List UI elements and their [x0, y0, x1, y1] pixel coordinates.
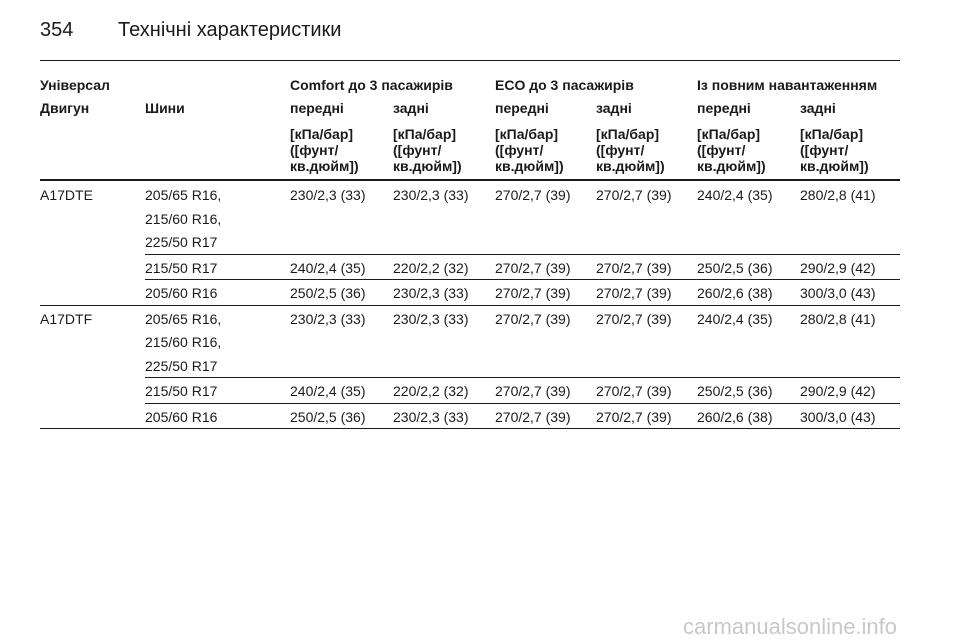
pressure: 230/2,3 (33) [393, 310, 469, 327]
pressure: 290/2,9 (42) [800, 259, 876, 276]
unit-label: [кПа/бар] [800, 126, 864, 142]
pressure: 270/2,7 (39) [596, 408, 672, 425]
column-header: Шини [145, 100, 185, 116]
tyre-size: 215/50 R17 [145, 259, 218, 276]
pressure: 270/2,7 (39) [596, 285, 672, 301]
pressure: 280/2,8 (41) [800, 187, 876, 203]
pressure: 230/2,3 (33) [393, 408, 469, 425]
group-header: Універсал [40, 77, 110, 93]
tyre-size: 215/50 R17 [145, 383, 218, 399]
column-header: передні [495, 100, 549, 116]
row-rule [145, 279, 900, 280]
row-rule [40, 428, 900, 429]
pressure: 240/2,4 (35) [697, 187, 773, 203]
row-rule [145, 402, 900, 404]
unit-label: ([фунт/ [800, 142, 849, 158]
tyre-size: 215/60 R16, [145, 334, 222, 350]
pressure: 270/2,7 (39) [596, 383, 672, 399]
pressure: 270/2,7 (39) [495, 285, 571, 301]
pressure: 220/2,2 (32) [393, 259, 469, 276]
page-title: Технічні характеристики [118, 19, 342, 41]
pressure: 250/2,5 (36) [697, 383, 773, 399]
unit-label: кв.дюйм]) [393, 158, 462, 174]
unit-label: ([фунт/ [596, 142, 645, 158]
unit-label: ([фунт/ [697, 142, 746, 158]
unit-label: [кПа/бар] [290, 126, 354, 142]
unit-label: кв.дюйм]) [800, 158, 869, 174]
unit-label: кв.дюйм]) [290, 158, 359, 174]
row-rule [145, 253, 900, 255]
column-header: задні [596, 100, 632, 116]
row-rule [40, 304, 900, 306]
pressure: 270/2,7 (39) [596, 187, 672, 203]
group-header: ECO до 3 пасажирів [495, 77, 634, 93]
unit-label: [кПа/бар] [697, 126, 761, 142]
pressure: 270/2,7 (39) [495, 310, 571, 327]
pressure: 250/2,5 (36) [697, 259, 773, 276]
pressure: 260/2,6 (38) [697, 408, 773, 425]
unit-label: кв.дюйм]) [495, 158, 564, 174]
column-header: передні [697, 100, 751, 116]
tyre-size: 205/60 R16 [145, 408, 218, 425]
pressure: 250/2,5 (36) [290, 408, 366, 425]
pressure: 240/2,4 (35) [290, 383, 366, 399]
unit-label: кв.дюйм]) [596, 158, 665, 174]
tyre-size: 225/50 R17 [145, 357, 218, 374]
column-header: задні [393, 100, 429, 116]
tyre-size: 205/60 R16 [145, 285, 218, 301]
pressure: 230/2,3 (33) [290, 310, 366, 327]
unit-label: [кПа/бар] [393, 126, 457, 142]
pressure: 270/2,7 (39) [495, 408, 571, 425]
pressure: 230/2,3 (33) [393, 187, 469, 203]
pressure: 290/2,9 (42) [800, 383, 876, 399]
tyre-size: 205/65 R16, [145, 310, 222, 327]
column-header: Двигун [40, 100, 90, 116]
header-rule [40, 60, 900, 61]
pressure: 220/2,2 (32) [393, 383, 469, 399]
pressure: 270/2,7 (39) [596, 259, 672, 276]
column-header: передні [290, 100, 344, 116]
pressure: 300/3,0 (43) [800, 408, 876, 425]
column-header: задні [800, 100, 836, 116]
pressure: 270/2,7 (39) [495, 383, 571, 399]
engine: A17DTE [40, 187, 93, 203]
pressure: 240/2,4 (35) [697, 310, 773, 327]
row-rule [145, 377, 900, 378]
pressure: 270/2,7 (39) [495, 187, 571, 203]
pressure: 260/2,6 (38) [697, 285, 773, 301]
tyre-size: 215/60 R16, [145, 210, 222, 227]
unit-label: ([фунт/ [393, 142, 442, 158]
page-number: 354 [40, 19, 74, 41]
pressure: 240/2,4 (35) [290, 259, 366, 276]
pressure: 230/2,3 (33) [290, 187, 366, 203]
pressure: 270/2,7 (39) [495, 259, 571, 276]
unit-label: [кПа/бар] [596, 126, 660, 142]
unit-label: ([фунт/ [495, 142, 544, 158]
unit-label: кв.дюйм]) [697, 158, 766, 174]
engine: A17DTF [40, 310, 93, 327]
group-header: Із повним навантаженням [697, 77, 878, 93]
unit-label: ([фунт/ [290, 142, 339, 158]
pressure: 300/3,0 (43) [800, 285, 876, 301]
pressure: 230/2,3 (33) [393, 285, 469, 301]
group-header: Comfort до 3 пасажирів [290, 77, 453, 93]
pressure: 280/2,8 (41) [800, 310, 876, 327]
tyre-size: 205/65 R16, [145, 187, 222, 203]
pressure: 270/2,7 (39) [596, 310, 672, 327]
unit-label: [кПа/бар] [495, 126, 559, 142]
watermark: carmanualsonline.info [683, 614, 898, 639]
pressure: 250/2,5 (36) [290, 285, 366, 301]
tyre-size: 225/50 R17 [145, 234, 218, 250]
table-head-rule [40, 179, 900, 181]
